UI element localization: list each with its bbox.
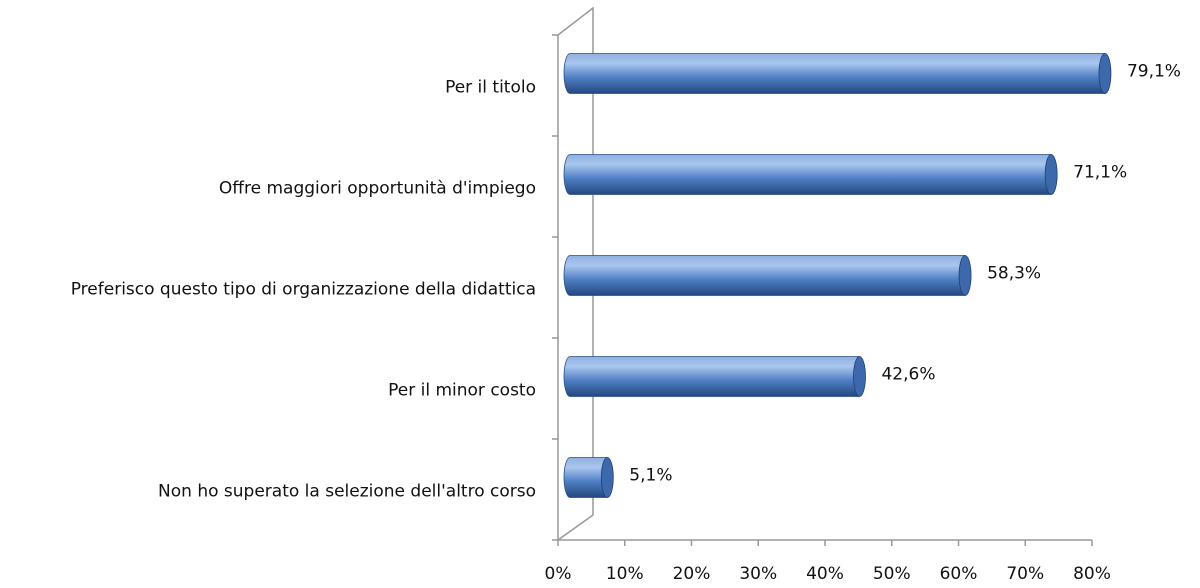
bar: [563, 53, 1112, 94]
bar-cap: [853, 356, 866, 397]
value-label: 42,6%: [881, 365, 935, 385]
bar-body: [563, 356, 860, 397]
y-tick-label: Offre maggiori opportunità d'impiego: [219, 179, 536, 199]
bar-cap: [1044, 154, 1058, 195]
x-tick-label: 20%: [673, 564, 711, 584]
bar-body: [563, 154, 1052, 195]
x-tick-label: 10%: [606, 564, 644, 584]
bar-body: [563, 53, 1106, 94]
x-tick-label: 50%: [873, 564, 911, 584]
bar-body: [563, 457, 608, 498]
value-label: 71,1%: [1073, 163, 1127, 183]
x-tick-label: 0%: [545, 564, 572, 584]
bar: [563, 457, 614, 498]
value-label: 5,1%: [629, 466, 672, 486]
bar-cap: [958, 255, 972, 296]
bar: [563, 356, 866, 397]
x-tick-label: 60%: [940, 564, 978, 584]
y-tick-label: Per il titolo: [445, 78, 536, 98]
x-tick-label: 30%: [739, 564, 777, 584]
bar: [563, 154, 1058, 195]
x-tick-label: 40%: [806, 564, 844, 584]
bar-body: [563, 255, 966, 296]
bar-cap: [1098, 53, 1112, 94]
y-tick-label: Non ho superato la selezione dell'altro …: [158, 482, 536, 502]
value-label: 79,1%: [1127, 62, 1181, 82]
bar-cap: [600, 457, 614, 498]
x-tick-label: 70%: [1006, 564, 1044, 584]
value-label: 58,3%: [987, 264, 1041, 284]
y-tick-label: Per il minor costo: [388, 381, 536, 401]
bar: [563, 255, 972, 296]
y-tick-label: Preferisco questo tipo di organizzazione…: [71, 280, 536, 300]
x-tick-label: 80%: [1073, 564, 1111, 584]
